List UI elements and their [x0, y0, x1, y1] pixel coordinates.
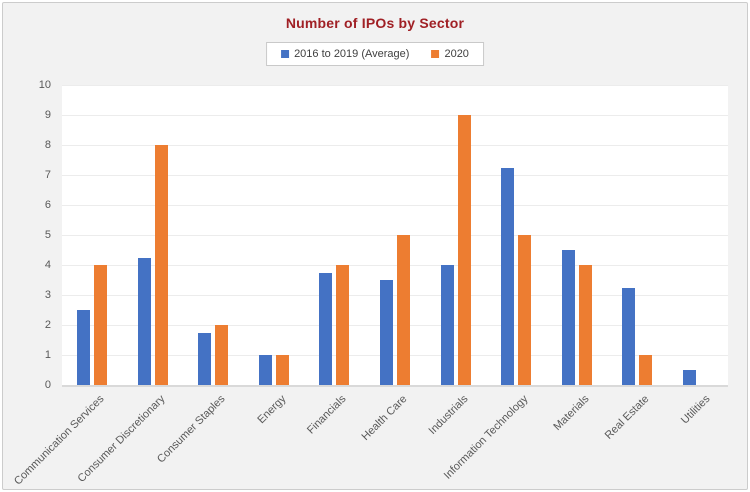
y-tick-label-4: 4	[44, 259, 51, 271]
bar-2020-consumer-discretionary	[154, 145, 168, 385]
bar-avg-materials	[561, 250, 575, 385]
gridline-1	[62, 355, 728, 356]
gridline-4	[62, 265, 728, 266]
x-axis-line	[62, 385, 728, 387]
bar-avg-consumer-discretionary	[137, 257, 151, 385]
legend-swatch-blue-icon	[281, 50, 290, 58]
legend-entry-2020: 2020	[431, 48, 469, 60]
bar-2020-energy	[275, 355, 289, 385]
bar-avg-information-technology	[501, 167, 515, 385]
bar-2020-consumer-staples	[215, 325, 229, 385]
gridline-9	[62, 115, 728, 116]
gridline-5	[62, 235, 728, 236]
y-tick-label-6: 6	[44, 199, 51, 211]
legend-swatch-orange-icon	[431, 50, 440, 58]
bar-2020-financials	[336, 265, 350, 385]
x-tick-label-utilities: Utilities	[678, 393, 713, 427]
x-tick-label-health-care: Health Care	[359, 393, 410, 443]
bar-avg-communication-services	[77, 310, 91, 385]
bar-avg-industrials	[440, 265, 454, 385]
bar-2020-materials	[578, 265, 592, 385]
gridline-3	[62, 295, 728, 296]
bar-avg-financials	[319, 272, 333, 385]
chart-title: Number of IPOs by Sector	[285, 15, 465, 31]
x-tick-label-energy: Energy	[255, 393, 289, 427]
y-tick-label-2: 2	[44, 319, 51, 331]
gridline-10	[62, 85, 728, 86]
gridline-7	[62, 175, 728, 176]
bar-2020-health-care	[397, 235, 410, 385]
gridline-2	[62, 325, 728, 326]
bar-avg-energy	[258, 355, 272, 385]
bar-avg-consumer-staples	[198, 332, 212, 385]
y-tick-label-3: 3	[44, 289, 51, 301]
y-tick-label-7: 7	[44, 169, 51, 181]
y-tick-label-5: 5	[44, 229, 51, 241]
x-tick-label-financials: Financials	[305, 393, 349, 437]
bar-2020-information-technology	[518, 235, 532, 385]
x-tick-label-consumer-staples: Consumer Staples	[155, 393, 228, 466]
bar-2020-real-estate	[639, 355, 653, 385]
legend-label-2020: 2020	[444, 48, 469, 60]
x-tick-label-materials: Materials	[551, 393, 592, 434]
y-tick-label-10: 10	[38, 79, 51, 91]
bar-2020-communication-services	[94, 265, 108, 385]
legend-label-2016-2019: 2016 to 2019 (Average)	[294, 48, 410, 60]
y-tick-label-9: 9	[44, 109, 51, 121]
gridline-6	[62, 205, 728, 206]
y-tick-label-8: 8	[44, 139, 51, 151]
x-tick-label-real-estate: Real Estate	[602, 393, 652, 442]
x-tick-label-industrials: Industrials	[426, 393, 471, 437]
y-tick-label-1: 1	[44, 349, 51, 361]
gridline-8	[62, 145, 728, 146]
chart-legend: 2016 to 2019 (Average) 2020	[266, 42, 484, 66]
bar-2020-industrials	[457, 115, 471, 385]
bar-avg-real-estate	[622, 287, 636, 385]
y-tick-label-0: 0	[44, 379, 51, 391]
legend-entry-2016-2019: 2016 to 2019 (Average)	[281, 48, 409, 60]
bar-avg-utilities	[682, 370, 696, 385]
bar-avg-health-care	[380, 280, 393, 385]
